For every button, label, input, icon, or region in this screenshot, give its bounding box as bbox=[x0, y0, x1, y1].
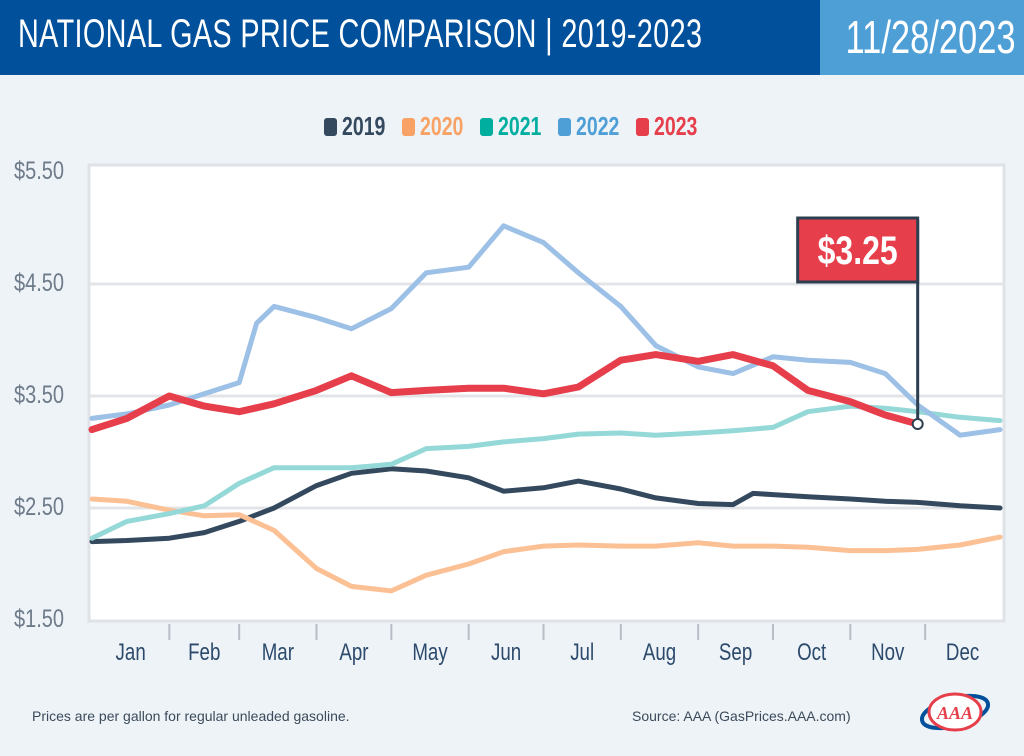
legend-label: 2021 bbox=[498, 111, 542, 141]
series-line-2022 bbox=[89, 223, 1003, 438]
legend-swatch bbox=[402, 117, 416, 136]
x-tick-label: Jul bbox=[570, 639, 594, 666]
legend-swatch bbox=[635, 117, 649, 136]
x-tick-label: Jan bbox=[116, 639, 146, 666]
x-tick-label: Jun bbox=[491, 639, 521, 666]
legend-item-2020: 2020 bbox=[402, 111, 466, 142]
legend: 2019 2020 2021 2022 2023 bbox=[0, 111, 1024, 142]
legend-item-2022: 2022 bbox=[557, 111, 622, 142]
legend-swatch bbox=[324, 117, 338, 136]
x-tick-label: Feb bbox=[188, 639, 220, 666]
legend-item-2023: 2023 bbox=[635, 111, 700, 142]
y-tick-label: $5.50 bbox=[14, 157, 65, 185]
source-note: Source: AAA (GasPrices.AAA.com) bbox=[632, 708, 851, 724]
series-line-2021 bbox=[89, 403, 1003, 541]
x-tick-label: Apr bbox=[339, 639, 368, 666]
date-label: 11/28/2023 bbox=[845, 11, 1016, 63]
header-bar: NATIONAL GAS PRICE COMPARISON | 2019-202… bbox=[0, 0, 820, 75]
legend-item-2021: 2021 bbox=[480, 111, 544, 142]
legend-label: 2022 bbox=[575, 111, 620, 141]
legend-swatch bbox=[480, 117, 494, 136]
legend-label: 2019 bbox=[342, 111, 386, 141]
series-line-2023 bbox=[88, 351, 922, 434]
page-title: NATIONAL GAS PRICE COMPARISON | 2019-202… bbox=[18, 12, 703, 56]
x-tick-label: Nov bbox=[871, 639, 904, 666]
callout-label: $3.25 bbox=[818, 228, 898, 273]
x-tick-label: May bbox=[412, 639, 448, 666]
x-tick-label: Oct bbox=[797, 639, 826, 666]
y-tick-label: $1.50 bbox=[14, 605, 65, 633]
y-tick-label: $4.50 bbox=[14, 269, 65, 297]
legend-item-2019: 2019 bbox=[324, 111, 388, 142]
date-box: 11/28/2023 bbox=[820, 0, 1024, 75]
x-tick-label: Sep bbox=[719, 639, 752, 666]
footnote: Prices are per gallon for regular unlead… bbox=[32, 708, 350, 724]
x-tick-label: Mar bbox=[262, 639, 294, 666]
y-tick-label: $3.50 bbox=[14, 381, 65, 409]
callout-point bbox=[911, 418, 924, 430]
x-tick-label: Aug bbox=[643, 639, 676, 666]
series-line-2020 bbox=[89, 496, 1003, 594]
legend-label: 2020 bbox=[420, 111, 464, 141]
legend-label: 2023 bbox=[653, 111, 698, 141]
x-tick-label: Dec bbox=[946, 639, 979, 666]
callout-box bbox=[796, 216, 920, 284]
legend-swatch bbox=[557, 117, 571, 136]
y-tick-label: $2.50 bbox=[14, 493, 65, 521]
